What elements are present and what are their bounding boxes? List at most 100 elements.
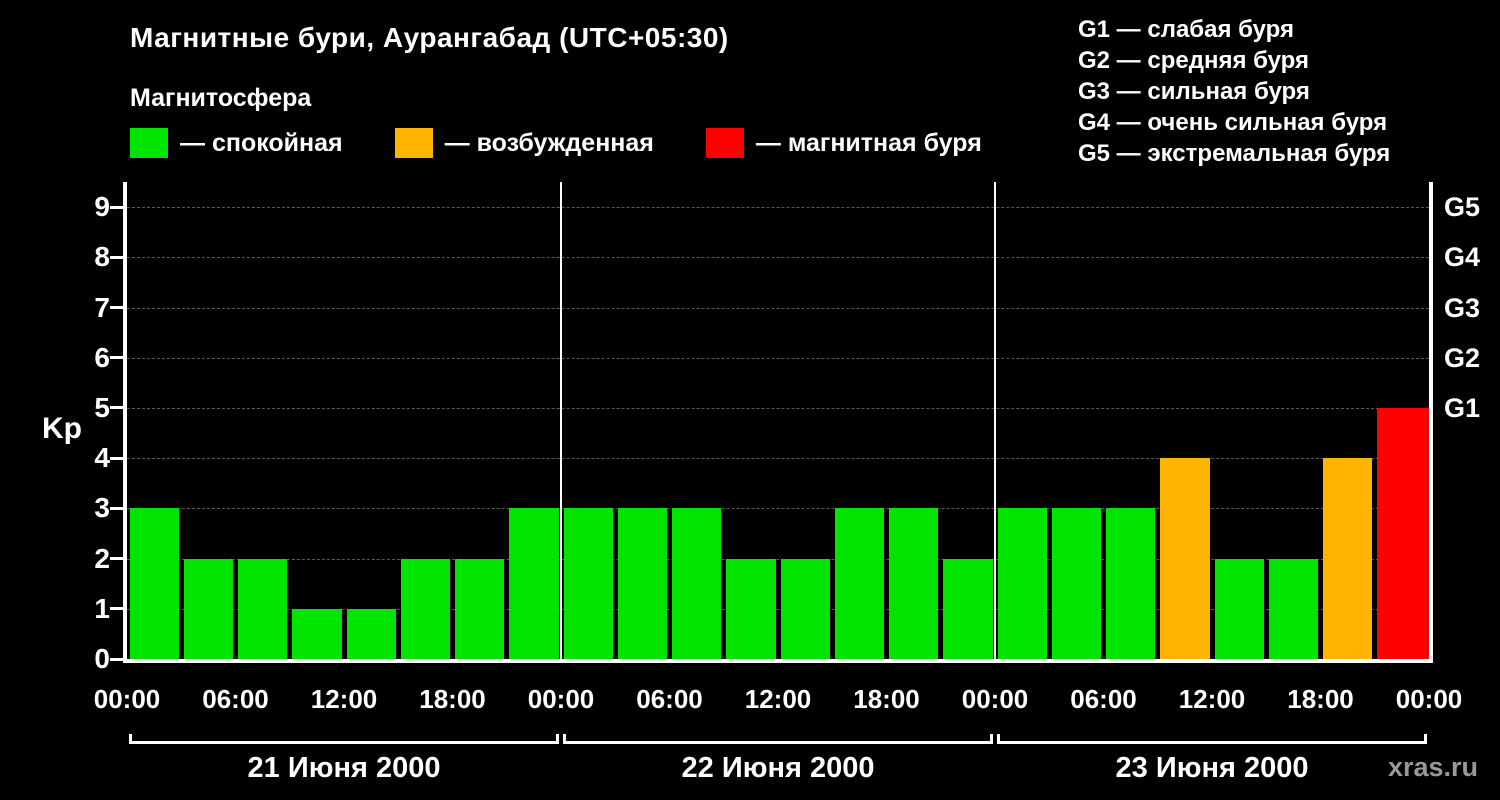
gridline bbox=[127, 207, 1429, 209]
x-axis-tick-label: 18:00 bbox=[419, 684, 486, 714]
day-date-label: 23 Июня 2000 bbox=[1115, 752, 1309, 784]
storm-scale-line-g4: G4 — очень сильная буря bbox=[1078, 109, 1388, 136]
x-axis-tick-label: 00:00 bbox=[1395, 684, 1463, 714]
y-axis-tick-label: 2 bbox=[94, 542, 110, 574]
gridline bbox=[127, 458, 1429, 460]
y-axis-tick bbox=[110, 205, 124, 209]
kp-bar bbox=[997, 508, 1047, 659]
y-axis-tick-label: 6 bbox=[94, 341, 110, 373]
gridline bbox=[127, 357, 1429, 359]
kp-bar bbox=[834, 508, 884, 659]
kp-bar bbox=[346, 608, 396, 659]
day-bracket bbox=[563, 734, 993, 744]
day-separator-line bbox=[994, 182, 996, 659]
storm-scale-line-g1: G1 — слабая буря bbox=[1078, 16, 1295, 43]
right-axis-label: G4 bbox=[1444, 242, 1481, 273]
y-axis-tick bbox=[110, 306, 124, 310]
legend-heading: Магнитосфера bbox=[130, 84, 312, 112]
kp-bar bbox=[1323, 458, 1373, 659]
kp-bar bbox=[129, 508, 179, 659]
kp-bar bbox=[726, 558, 776, 659]
right-axis-label: G5 bbox=[1444, 192, 1481, 223]
y-axis-tick bbox=[110, 406, 124, 410]
y-axis-tick-label: 0 bbox=[94, 643, 110, 674]
legend-item-label: — возбужденная bbox=[444, 128, 654, 157]
x-axis-tick-label: 00:00 bbox=[961, 684, 1029, 714]
kp-bar bbox=[292, 608, 342, 659]
kp-bar bbox=[943, 558, 993, 659]
y-axis-tick-label: 5 bbox=[94, 391, 110, 423]
y-axis-tick bbox=[110, 657, 124, 661]
kp-bar bbox=[183, 558, 233, 659]
x-axis-tick-label: 12:00 bbox=[310, 684, 378, 714]
excited-color-swatch bbox=[394, 128, 433, 158]
legend-item-quiet: — спокойная bbox=[130, 128, 343, 158]
legend-item-label: — спокойная bbox=[180, 128, 343, 157]
y-axis-tick-label: 7 bbox=[94, 291, 110, 323]
x-axis-tick-label: 18:00 bbox=[1287, 684, 1354, 714]
page-title: Магнитные бури, Аурангабад (UTC+05:30) bbox=[130, 22, 729, 53]
kp-bar bbox=[889, 508, 939, 659]
x-axis-tick-label: 12:00 bbox=[1178, 684, 1246, 714]
kp-bar bbox=[563, 508, 613, 659]
x-axis-tick-label: 00:00 bbox=[527, 684, 595, 714]
kp-bar bbox=[455, 558, 505, 659]
storm-scale-line-g3: G3 — сильная буря bbox=[1078, 78, 1310, 105]
kp-bar bbox=[400, 558, 450, 659]
y-axis-tick bbox=[110, 557, 124, 561]
kp-bar bbox=[1051, 508, 1101, 659]
x-axis-tick-label: 00:00 bbox=[93, 684, 161, 714]
x-axis-tick-label: 06:00 bbox=[636, 684, 703, 714]
kp-bar bbox=[617, 508, 667, 659]
y-axis-tick bbox=[110, 255, 124, 259]
gridline bbox=[127, 558, 1429, 560]
legend-item-storm: — магнитная буря bbox=[705, 128, 982, 158]
kp-bar bbox=[1106, 508, 1156, 659]
legend: — спокойная — возбужденная — магнитная б… bbox=[130, 128, 982, 158]
quiet-color-swatch bbox=[130, 128, 168, 158]
kp-bar bbox=[672, 508, 722, 659]
day-bracket bbox=[129, 734, 559, 744]
watermark: xras.ru bbox=[1387, 752, 1478, 782]
storm-scale-line-g2: G2 — средняя буря bbox=[1078, 47, 1309, 74]
y-axis-tick bbox=[110, 607, 124, 611]
x-axis-tick-label: 12:00 bbox=[744, 684, 812, 714]
gridline bbox=[127, 608, 1429, 610]
y-axis-tick-label: 1 bbox=[94, 592, 110, 624]
gridline bbox=[127, 257, 1429, 259]
plot-area bbox=[123, 182, 1433, 663]
y-axis-tick bbox=[110, 456, 124, 460]
right-axis-label: G3 bbox=[1444, 292, 1481, 323]
kp-bar bbox=[780, 558, 830, 659]
legend-item-excited: — возбужденная bbox=[394, 128, 654, 158]
right-axis-label: G1 bbox=[1444, 392, 1481, 423]
y-axis-tick-label: 9 bbox=[94, 191, 110, 223]
y-axis-tick-label: 3 bbox=[94, 492, 110, 524]
gridline bbox=[127, 307, 1429, 309]
day-separator-line bbox=[560, 182, 562, 659]
day-date-label: 22 Июня 2000 bbox=[681, 752, 875, 784]
y-axis-tick bbox=[110, 356, 124, 360]
y-axis-tick-label: 4 bbox=[94, 442, 110, 474]
right-axis-label: G2 bbox=[1444, 342, 1481, 373]
day-bracket bbox=[997, 734, 1427, 744]
storm-color-swatch bbox=[705, 128, 744, 158]
storm-scale-legend: G1 — слабая буря G2 — средняя буря G3 — … bbox=[1078, 14, 1390, 169]
x-axis-tick-label: 06:00 bbox=[1070, 684, 1137, 714]
kp-bar bbox=[1214, 558, 1264, 659]
gridline bbox=[127, 508, 1429, 510]
legend-item-label: — магнитная буря bbox=[755, 128, 982, 157]
kp-bar bbox=[238, 558, 288, 659]
kp-bar bbox=[1160, 458, 1210, 659]
y-axis-tick bbox=[110, 506, 124, 510]
storm-scale-line-g5: G5 — экстремальная буря bbox=[1078, 140, 1391, 167]
x-axis-tick-label: 06:00 bbox=[202, 684, 269, 714]
gridline bbox=[127, 407, 1429, 409]
kp-bar bbox=[509, 508, 559, 659]
y-axis-title: Kp bbox=[42, 412, 82, 445]
kp-bar-partial bbox=[1414, 407, 1429, 659]
kp-bar bbox=[1268, 558, 1318, 659]
x-axis-tick-label: 18:00 bbox=[853, 684, 920, 714]
y-axis-tick-label: 8 bbox=[94, 241, 110, 273]
day-date-label: 21 Июня 2000 bbox=[247, 752, 441, 784]
